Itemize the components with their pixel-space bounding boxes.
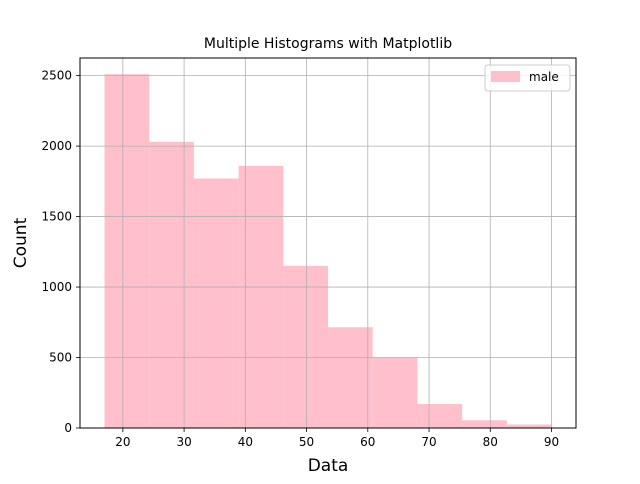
x-axis-label: Data xyxy=(308,456,349,476)
histogram-bar xyxy=(238,165,284,429)
legend-swatch xyxy=(491,71,520,82)
plot-frame xyxy=(79,57,577,429)
legend-label: male xyxy=(529,70,559,84)
y-tick-label: 2500 xyxy=(41,69,72,83)
y-tick-label: 1000 xyxy=(41,280,72,294)
x-axis-ticks: 20 30 40 50 60 70 80 90 xyxy=(115,428,559,449)
chart-title: Multiple Histograms with Matplotlib xyxy=(204,36,452,52)
histogram-bar xyxy=(462,420,507,428)
histogram-bar xyxy=(328,327,373,428)
x-tick-label: 60 xyxy=(360,435,375,449)
bars-group xyxy=(104,74,552,429)
histogram-bar xyxy=(149,141,194,428)
histogram-bar xyxy=(193,178,239,428)
x-tick-label: 90 xyxy=(544,435,559,449)
histogram-bar xyxy=(417,404,463,428)
y-axis-label: Count xyxy=(11,217,31,268)
x-tick-label: 20 xyxy=(115,435,130,449)
histogram-bar xyxy=(372,357,418,428)
histogram-bar xyxy=(283,265,328,428)
legend: male xyxy=(484,64,571,92)
y-axis-ticks: 0 500 1000 1500 2000 2500 xyxy=(41,69,80,435)
y-tick-label: 1500 xyxy=(41,210,72,224)
x-tick-label: 30 xyxy=(176,435,191,449)
histogram-bar xyxy=(506,424,552,428)
x-tick-label: 70 xyxy=(421,435,436,449)
x-tick-label: 40 xyxy=(238,435,253,449)
y-tick-label: 500 xyxy=(49,351,72,365)
histogram-bar xyxy=(104,74,150,428)
y-tick-label: 2000 xyxy=(41,139,72,153)
x-tick-label: 50 xyxy=(299,435,314,449)
x-tick-label: 80 xyxy=(483,435,498,449)
y-tick-label: 0 xyxy=(64,421,72,435)
